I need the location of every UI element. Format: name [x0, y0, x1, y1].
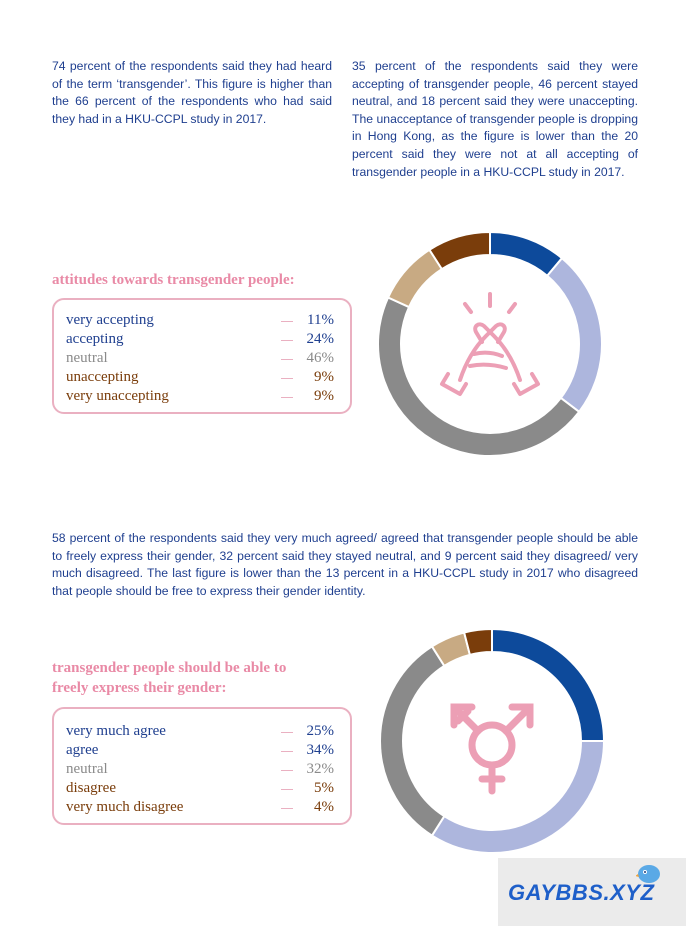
- attitudes-legend-row: neutral 46%: [54, 350, 350, 369]
- section1-heading: attitudes towards transgender people:: [52, 272, 295, 288]
- legend-value: 5%: [314, 780, 334, 796]
- paragraph-freedom-expression: 58 percent of the respondents said they …: [52, 531, 638, 598]
- donut-slice-agree: [430, 740, 606, 854]
- legend-label: disagree: [66, 780, 116, 796]
- legend-dash: [281, 397, 293, 398]
- legend-dash: [281, 770, 293, 771]
- attitudes-legend-row: unaccepting 9%: [54, 369, 350, 388]
- legend-label: agree: [66, 742, 99, 758]
- paragraph-heard-of-term: 74 percent of the respondents said they …: [52, 59, 332, 126]
- legend-dash: [281, 808, 293, 809]
- bird-logo-icon: [636, 865, 660, 883]
- legend-dash: [281, 732, 293, 733]
- gender-expression-legend-row: very much disagree 4%: [54, 799, 350, 818]
- legend-label: neutral: [66, 761, 108, 777]
- donut-slice-very-accepting: [489, 230, 564, 278]
- legend-value: 9%: [314, 369, 334, 385]
- donut-slice-very-unaccepting: [428, 230, 491, 271]
- legend-label: neutral: [66, 350, 108, 366]
- donut-chart-gender-expression: [379, 627, 606, 854]
- section2-heading-line2: freely express their gender:: [52, 680, 227, 696]
- watermark-text: GAYBBS.XYZ: [508, 880, 655, 905]
- donut-slice-neutral: [377, 296, 581, 457]
- donut-slice-accepting: [545, 256, 603, 414]
- legend-dash: [281, 751, 293, 752]
- attitudes-legend-row: very accepting 11%: [54, 312, 350, 331]
- legend-label: very accepting: [66, 312, 154, 328]
- watermark: GAYBBS.XYZ: [498, 858, 686, 926]
- legend-value: 9%: [314, 388, 334, 404]
- legend-value: 46%: [306, 350, 335, 366]
- legend-label: very much disagree: [66, 799, 184, 815]
- transgender-symbol-icon: [450, 703, 534, 795]
- gender-expression-legend-row: very much agree 25%: [54, 723, 350, 742]
- attitudes-legend-row: very unaccepting 9%: [54, 388, 350, 407]
- legend-value: 34%: [306, 742, 335, 758]
- attitudes-legend-row: accepting 24%: [54, 331, 350, 350]
- legend-dash: [281, 321, 293, 322]
- paragraph-acceptance: 35 percent of the respondents said they …: [352, 59, 638, 179]
- legend-label: very unaccepting: [66, 388, 169, 404]
- legend-value: 11%: [307, 312, 334, 328]
- donut-chart-attitudes: [377, 230, 603, 457]
- legend-value: 25%: [306, 723, 335, 739]
- section1-legend: very accepting 11% accepting 24% neutral 46% u…: [52, 298, 352, 414]
- legend-label: unaccepting: [66, 369, 139, 385]
- legend-value: 24%: [306, 331, 335, 347]
- donut-slice-very-much-disagree: [462, 627, 493, 657]
- donut-slice-neutral: [379, 645, 446, 837]
- legend-label: very much agree: [66, 723, 166, 739]
- legend-dash: [281, 340, 293, 341]
- legend-label: accepting: [66, 331, 124, 347]
- section2-legend: very much agree 25% agree 34% neutral 32% disa…: [52, 707, 352, 825]
- gender-expression-legend-row: disagree 5%: [54, 780, 350, 799]
- legend-dash: [281, 378, 293, 379]
- handshake-icon: [440, 292, 540, 396]
- legend-dash: [281, 359, 293, 360]
- legend-value: 4%: [314, 799, 334, 815]
- section2-heading-line1: transgender people should be able to: [52, 660, 287, 676]
- legend-dash: [281, 789, 293, 790]
- gender-expression-legend-row: neutral 32%: [54, 761, 350, 780]
- gender-expression-legend-row: agree 34%: [54, 742, 350, 761]
- legend-value: 32%: [306, 761, 335, 777]
